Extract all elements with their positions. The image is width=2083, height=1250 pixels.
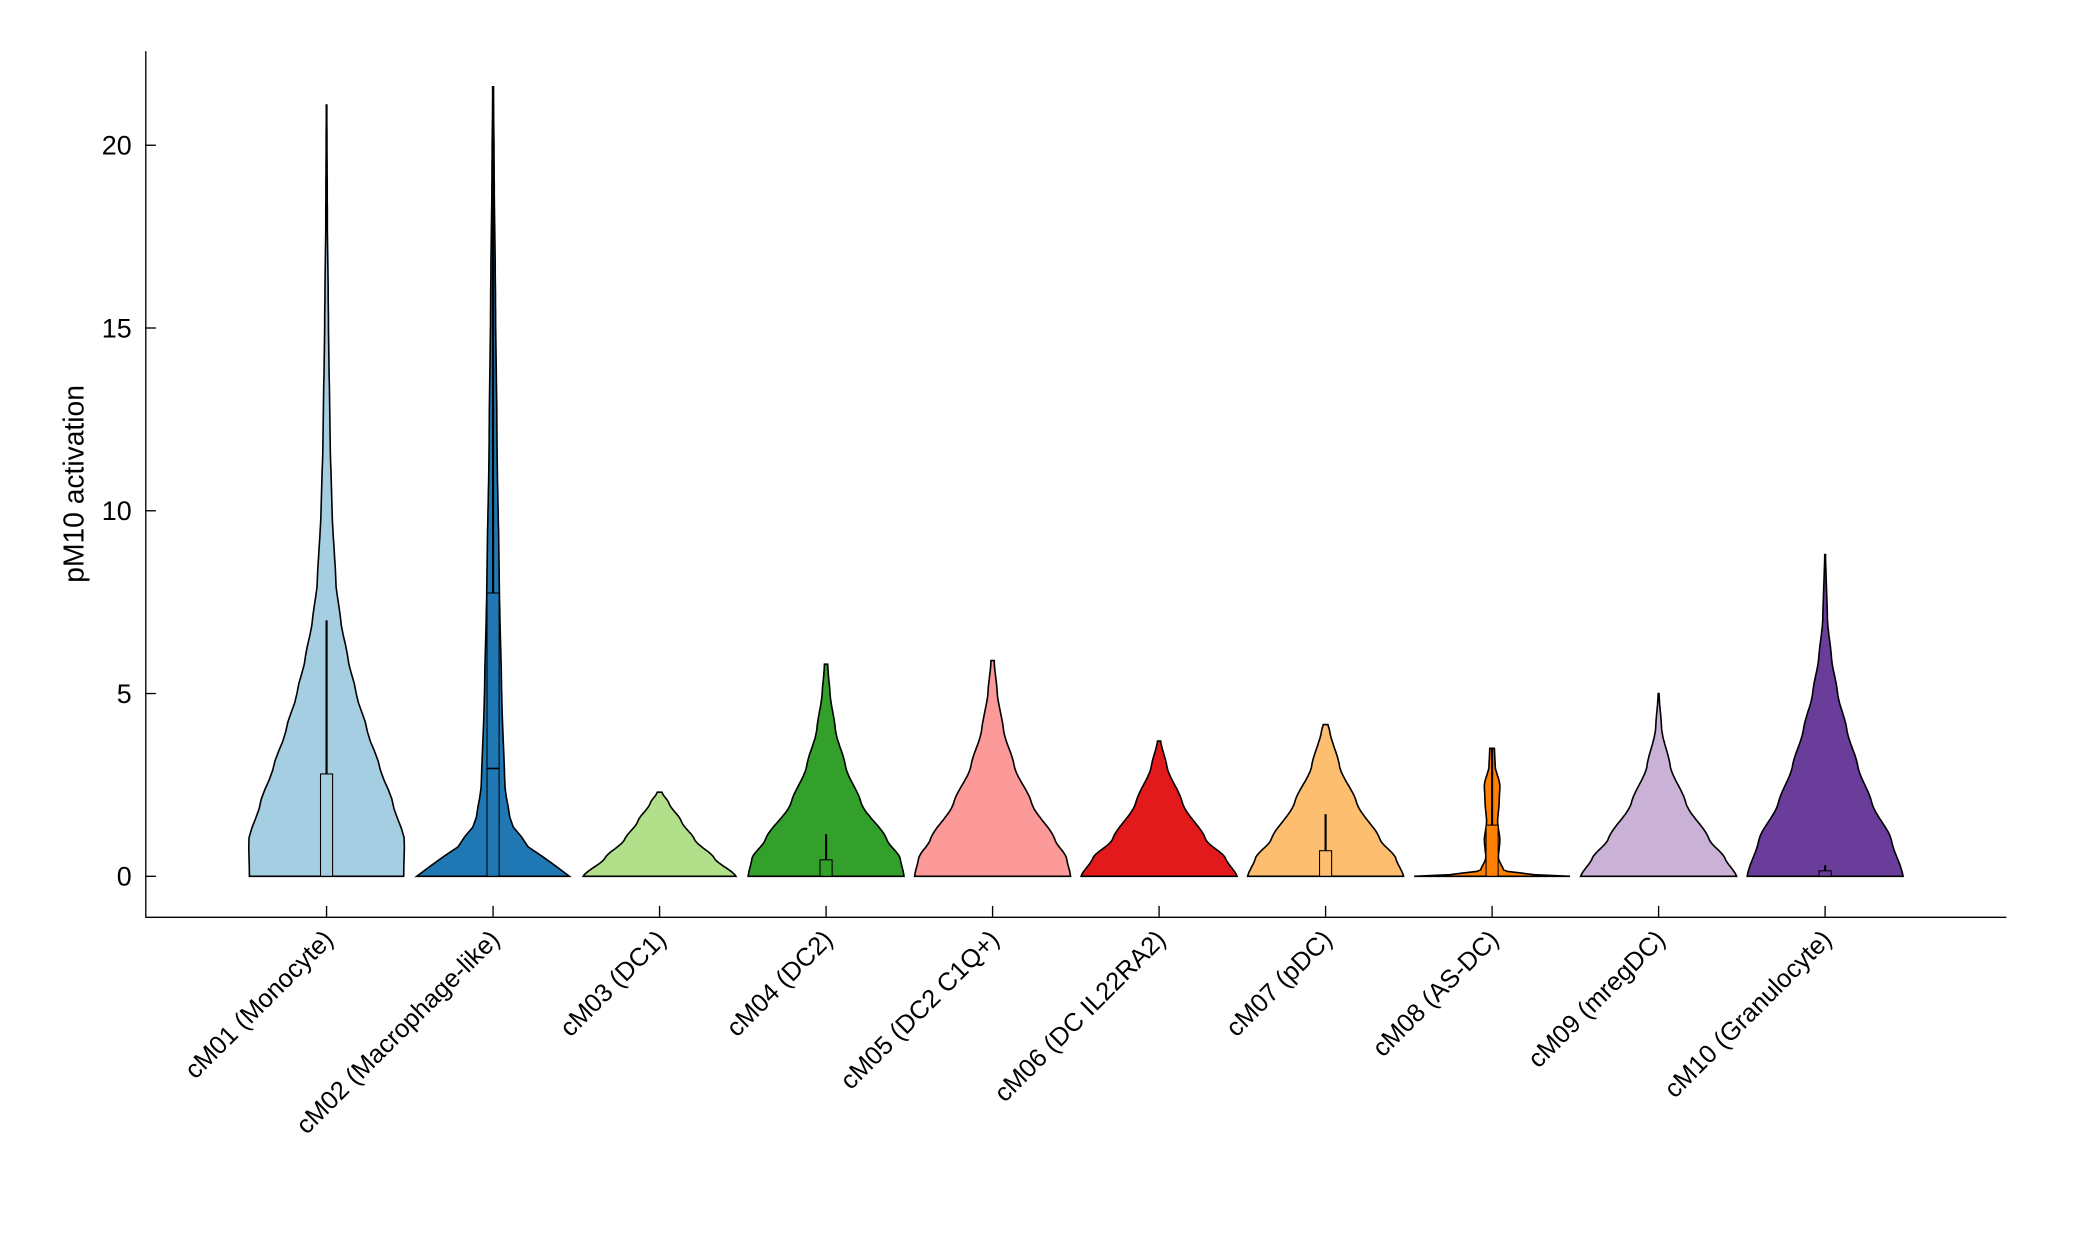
- y-tick-label: 0: [117, 862, 132, 892]
- violin-shape: [247, 104, 406, 878]
- y-ticks: 0 5 10 15 20: [102, 131, 156, 892]
- x-tick-label: cM07 (pDC): [1221, 925, 1338, 1042]
- x-tick-label: cM08 (AS-DC): [1367, 925, 1504, 1062]
- violin-1: [247, 104, 406, 878]
- violin-5: [913, 659, 1072, 878]
- violin-8: [1414, 747, 1571, 878]
- x-ticks: cM01 (Monocyte)cM02 (Macrophage-like) cM0…: [180, 905, 1837, 1140]
- y-tick-label: 15: [102, 313, 132, 343]
- iqr-box: [1485, 824, 1499, 877]
- violin-6: [1079, 740, 1239, 878]
- y-tick-label: 5: [117, 679, 132, 709]
- x-tick-label: cM03 (DC1): [555, 925, 672, 1042]
- iqr-box: [819, 859, 833, 877]
- violin-shape: [1746, 553, 1905, 878]
- x-tick-label: cM01 (Monocyte): [180, 925, 339, 1084]
- x-tick-label: cM04 (DC2): [721, 925, 838, 1042]
- y-axis-label: pM10 activation: [57, 385, 89, 583]
- violin-shape: [1246, 723, 1405, 878]
- y-tick-label: 20: [102, 131, 132, 161]
- iqr-box: [1319, 850, 1333, 877]
- x-tick-label: cM10 (Granulocyte): [1659, 925, 1837, 1103]
- violin-shape: [913, 659, 1072, 878]
- iqr-box: [486, 592, 500, 877]
- violin-3: [581, 791, 738, 878]
- iqr-box: [319, 773, 334, 877]
- x-tick-label: cM09 (mregDC): [1523, 925, 1671, 1073]
- x-tick-label: cM06 (DC IL22RA2): [989, 925, 1171, 1107]
- violin-7: [1246, 723, 1405, 878]
- violin-shape: [581, 791, 738, 878]
- x-tick-label: cM05 (DC2 C1Q+): [835, 925, 1005, 1095]
- violin-shape: [747, 663, 905, 878]
- violins: [247, 85, 1905, 878]
- violin-4: [747, 663, 905, 878]
- violin-2: [414, 85, 572, 878]
- violin-9: [1579, 692, 1738, 878]
- iqr-box: [1818, 870, 1832, 877]
- violin-shape: [1079, 740, 1239, 878]
- violin-shape: [1579, 692, 1738, 878]
- y-tick-label: 10: [102, 496, 132, 526]
- violin-10: [1746, 553, 1905, 878]
